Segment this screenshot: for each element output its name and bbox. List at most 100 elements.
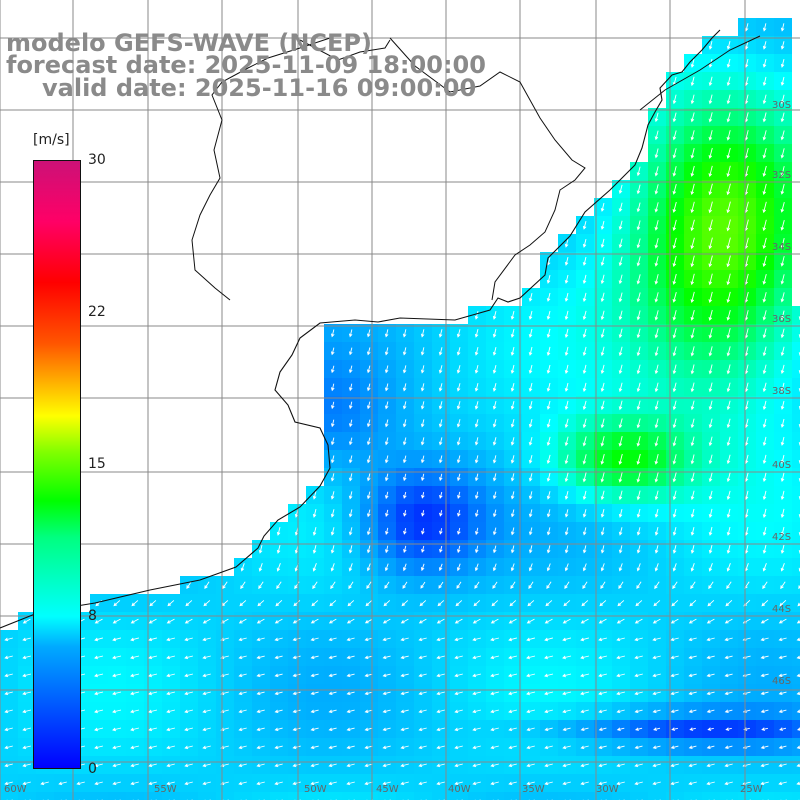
wind-arrow [688,618,697,624]
wind-arrow [654,526,659,536]
wind-arrow [724,691,733,696]
wind-arrow [636,256,641,267]
wind-arrow [564,328,569,339]
wind-arrow [403,491,407,499]
lat-label: 32S [772,170,792,181]
valid-date: valid date: 2025-11-16 09:00:00 [42,74,477,102]
wind-arrow [654,256,659,267]
wind-arrow [130,673,140,678]
wind-arrow [546,436,551,447]
wind-arrow [724,781,733,786]
wind-arrow [690,130,695,141]
wind-arrow [671,727,679,731]
wind-arrow [636,184,641,195]
wind-arrow [510,364,515,374]
wind-arrow [708,508,713,519]
wind-arrow [508,763,517,768]
wind-arrow [472,745,481,750]
wind-arrow [598,745,607,750]
wind-arrow [796,691,800,696]
wind-arrow [690,94,695,105]
wind-arrow [581,600,589,607]
wind-arrow [402,455,407,464]
wind-arrow [256,745,265,750]
wind-arrow [382,763,391,768]
wind-cell [324,792,342,800]
wind-arrow [708,490,713,500]
wind-arrow [528,509,533,518]
wind-arrow [634,745,643,750]
wind-cell [306,792,324,800]
wind-arrow [312,526,317,536]
wind-arrow [312,563,317,572]
wind-arrow [706,691,715,696]
wind-arrow [544,763,553,768]
wind-arrow [274,655,283,660]
wind-arrow [454,727,463,732]
wind-arrow [690,58,695,68]
wind-arrow [4,637,13,642]
wind-arrow [652,673,661,678]
wind-arrow [618,435,623,447]
wind-arrow [400,727,409,732]
wind-arrow [582,454,587,465]
wind-arrow [130,691,140,696]
wind-arrow [670,781,679,786]
wind-arrow [563,600,571,607]
wind-arrow [760,673,769,678]
wind-arrow [546,346,551,357]
wind-arrow [202,618,211,624]
wind-arrow [707,599,715,607]
wind-arrow [22,655,31,660]
wind-arrow [4,673,13,678]
wind-arrow [564,472,569,483]
wind-arrow [528,382,533,392]
wind-arrow [744,23,749,32]
wind-arrow [636,238,641,249]
wind-arrow [472,709,482,714]
wind-arrow [708,40,713,50]
wind-arrow [112,618,121,624]
wind-arrow [708,454,713,465]
wind-arrow [420,365,425,374]
wind-arrow [346,673,355,678]
wind-arrow [778,763,787,768]
wind-cell [792,342,800,360]
wind-arrow [330,473,335,482]
wind-arrow [600,328,605,339]
wind-cell [792,558,800,576]
wind-cell [792,720,800,738]
wind-arrow [634,618,643,624]
wind-arrow [582,256,587,266]
wind-arrow [528,491,533,500]
wind-arrow [670,637,679,642]
wind-cell [792,504,800,522]
wind-arrow [401,600,409,607]
wind-arrow [708,346,713,357]
wind-arrow [382,709,391,714]
wind-arrow [240,563,245,572]
wind-cell [792,774,800,792]
wind-arrow [562,637,572,642]
wind-arrow [672,490,677,501]
wind-arrow [256,655,265,660]
wind-cell [252,792,270,800]
wind-cell [270,792,288,800]
wind-arrow [618,527,623,536]
wind-arrow [618,508,623,518]
wind-arrow [778,655,787,660]
wind-arrow [778,781,787,786]
wind-arrow [94,781,103,786]
wind-arrow [706,618,715,624]
wind-arrow [636,490,641,501]
wind-arrow [364,637,373,642]
wind-arrow [654,490,659,501]
wind-arrow [382,673,391,678]
wind-arrow [148,709,158,714]
wind-arrow [348,491,353,500]
wind-arrow [436,727,445,732]
wind-arrow [418,691,427,696]
wind-arrow [654,346,659,357]
wind-arrow [112,673,122,678]
